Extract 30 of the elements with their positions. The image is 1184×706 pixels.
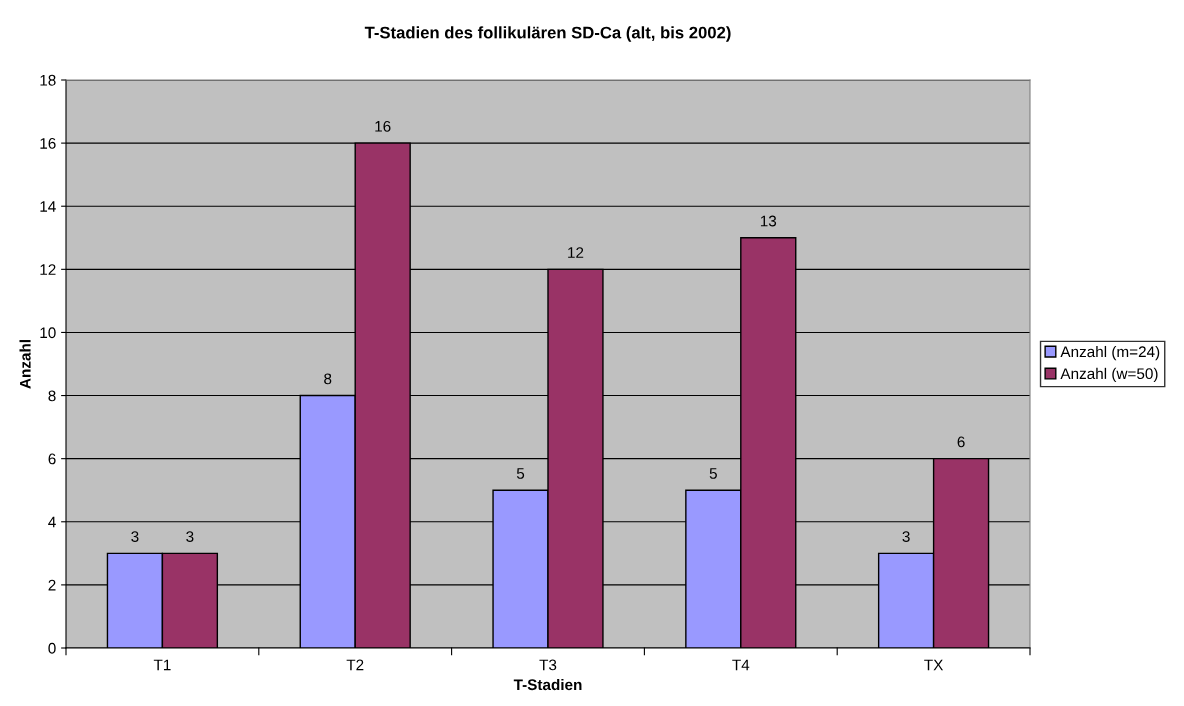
y-tick-label: 10 [40, 327, 56, 339]
y-tick-label: 18 [40, 74, 56, 86]
legend-label: Anzahl (w=50) [1060, 367, 1158, 383]
data-label: 8 [324, 373, 332, 385]
y-tick-label: 4 [48, 516, 56, 528]
x-tick-label: T2 [346, 659, 364, 671]
y-tick-label: 0 [48, 642, 56, 654]
x-axis-title: T-Stadien [513, 678, 582, 691]
data-label: 6 [957, 436, 965, 448]
chart-title: T-Stadien des follikulären SD-Ca (alt, bis 2002) [364, 26, 731, 42]
y-tick-label: 16 [40, 137, 56, 149]
data-label: 3 [902, 531, 910, 542]
y-tick-label: 6 [48, 453, 56, 465]
x-tick-label: TX [924, 659, 944, 671]
x-tick-label: T1 [153, 659, 171, 671]
x-tick-label: T3 [539, 659, 557, 671]
legend-label: Anzahl (m=24) [1060, 345, 1160, 361]
y-tick-label: 12 [40, 264, 56, 275]
data-label: 3 [186, 531, 194, 542]
y-axis-title: Anzahl [19, 340, 31, 389]
data-label: 5 [709, 468, 717, 479]
y-tick-label: 8 [48, 390, 56, 402]
x-tick-label: T4 [732, 659, 750, 671]
y-tick-label: 14 [40, 201, 56, 212]
data-label: 12 [568, 247, 584, 258]
y-tick-label: 2 [48, 579, 56, 591]
data-label: 5 [516, 468, 525, 479]
data-label: 16 [375, 120, 391, 132]
data-label: 13 [760, 215, 777, 227]
data-label: 3 [131, 531, 139, 542]
